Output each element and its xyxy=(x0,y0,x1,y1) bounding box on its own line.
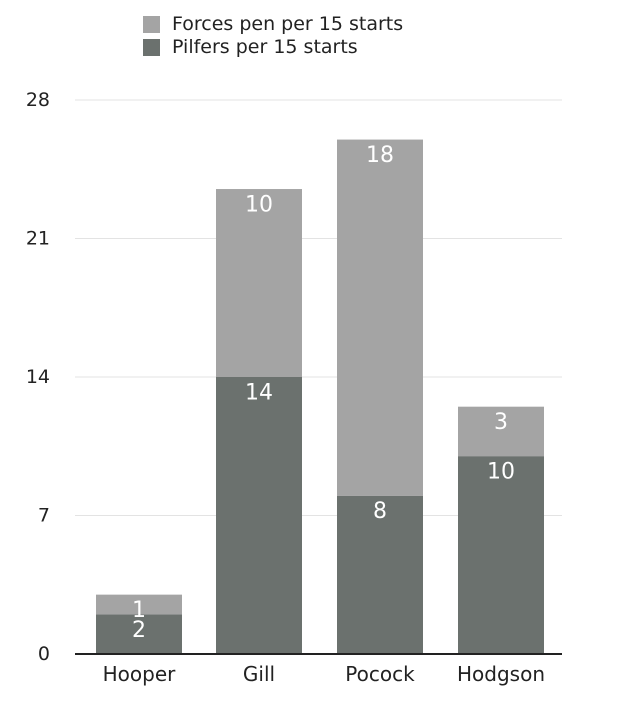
bar-hooper-forces-pen xyxy=(96,594,182,615)
legend-label-forces-pen-per-15-starts: Forces pen per 15 starts xyxy=(172,13,403,35)
y-axis: 0 7 14 21 28 xyxy=(26,89,50,665)
y-tick-label-28: 28 xyxy=(26,89,50,111)
data-label-gill-pilfers: 14 xyxy=(245,381,273,406)
bar-pocock-pilfers xyxy=(337,495,423,654)
data-label-pocock-pilfers: 8 xyxy=(373,499,387,524)
data-label-pocock-forces-pen: 18 xyxy=(366,143,394,168)
bar-hodgson-pilfers xyxy=(458,456,544,654)
legend-label-pilfers-per-15-starts: Pilfers per 15 starts xyxy=(172,36,358,58)
bar-pocock-forces-pen xyxy=(337,139,423,496)
y-tick-label-14: 14 xyxy=(26,366,50,388)
bar-hooper-pilfers xyxy=(96,614,182,654)
data-label-gill-forces-pen: 10 xyxy=(245,193,273,218)
bar-gill-pilfers xyxy=(216,377,302,654)
bar-gill-forces-pen xyxy=(216,189,302,377)
bar-hodgson-forces-pen xyxy=(458,406,544,457)
legend-swatch-pilfers-per-15-starts xyxy=(143,39,160,56)
data-label-hodgson-forces-pen: 3 xyxy=(494,410,508,435)
x-axis: Hooper Gill Pocock Hodgson xyxy=(75,653,562,686)
x-tick-label-hodgson: Hodgson xyxy=(457,662,545,686)
y-tick-label-0: 0 xyxy=(38,643,50,665)
y-tick-label-21: 21 xyxy=(26,228,50,250)
bars: 21 14 10 8 18 10 3 xyxy=(96,139,544,654)
x-tick-label-pocock: Pocock xyxy=(345,662,415,686)
data-label-hooper-forces-pen: 1 xyxy=(132,598,146,623)
data-label-hodgson-pilfers: 10 xyxy=(487,460,515,485)
x-tick-label-hooper: Hooper xyxy=(103,662,177,686)
legend-swatch-forces-pen-per-15-starts xyxy=(143,16,160,33)
y-tick-label-7: 7 xyxy=(38,505,50,527)
x-tick-label-gill: Gill xyxy=(243,662,275,686)
data-label-hooper-pilfers: 2 xyxy=(132,618,146,643)
